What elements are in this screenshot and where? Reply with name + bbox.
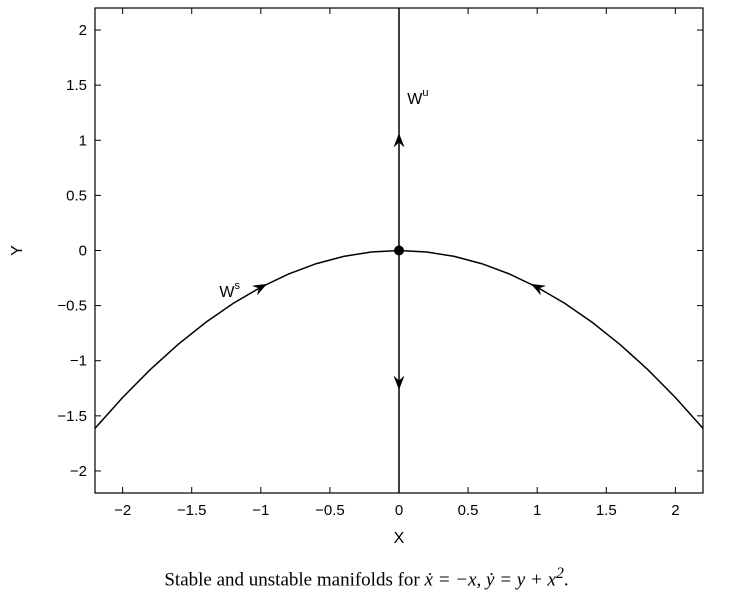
caption-eq1-lhs: ẋ — [424, 569, 433, 591]
y-tick-label: 2 — [79, 22, 87, 39]
x-tick-label: −1 — [252, 502, 269, 519]
x-axis-label: X — [394, 530, 405, 547]
x-tick-label: 2 — [671, 502, 679, 519]
caption-end: . — [563, 569, 569, 591]
y-tick-label: −0.5 — [57, 298, 87, 315]
y-tick-label: 0 — [79, 243, 87, 260]
stable-manifold-label-base: W — [219, 284, 235, 301]
x-tick-label: 1 — [533, 502, 541, 519]
stable-manifold-label: Ws — [219, 280, 240, 301]
equilibrium-point — [394, 245, 404, 256]
x-tick-label: 0 — [395, 502, 403, 519]
caption-eq2-rhs: = y + x — [494, 569, 556, 591]
x-tick-label: −2 — [114, 502, 131, 519]
stable-manifold-arrow — [530, 283, 546, 295]
y-tick-label: 1 — [79, 132, 87, 149]
unstable-manifold-arrow — [393, 376, 405, 390]
ticks-layer: −2 −1.5 −1 −0.5 0 0.5 1 1.5 2 −2 −1.5 −1 −0.5 0 0.5 1 1.… — [57, 8, 703, 519]
unstable-manifold-arrow — [393, 133, 405, 147]
x-tick-label: −1.5 — [177, 502, 207, 519]
x-tick-label: −0.5 — [315, 502, 345, 519]
unstable-manifold-label: Wu — [407, 87, 428, 108]
y-tick-label: 0.5 — [66, 187, 87, 204]
y-tick-label: −1 — [70, 353, 87, 370]
caption-eq2-lhs: ẏ — [486, 569, 495, 591]
stable-manifold-arrow — [252, 283, 268, 295]
x-tick-label: 0.5 — [458, 502, 479, 519]
plot-layer — [94, 8, 704, 493]
unstable-manifold-label-sup: u — [422, 87, 428, 99]
stable-manifold-label-sup: s — [234, 280, 240, 292]
y-tick-label: −2 — [70, 463, 87, 480]
caption-eq1-rhs: = −x, — [432, 569, 482, 591]
figure-caption: Stable and unstable manifolds for ẋ = −… — [0, 565, 733, 591]
caption-text: Stable and unstable manifolds for — [164, 569, 420, 591]
caption-eq2-sup: 2 — [555, 565, 564, 582]
unstable-manifold-label-base: W — [407, 91, 423, 108]
y-tick-label: −1.5 — [57, 408, 87, 425]
x-tick-label: 1.5 — [596, 502, 617, 519]
y-axis-label: Y — [9, 245, 26, 256]
y-tick-label: 1.5 — [66, 77, 87, 94]
